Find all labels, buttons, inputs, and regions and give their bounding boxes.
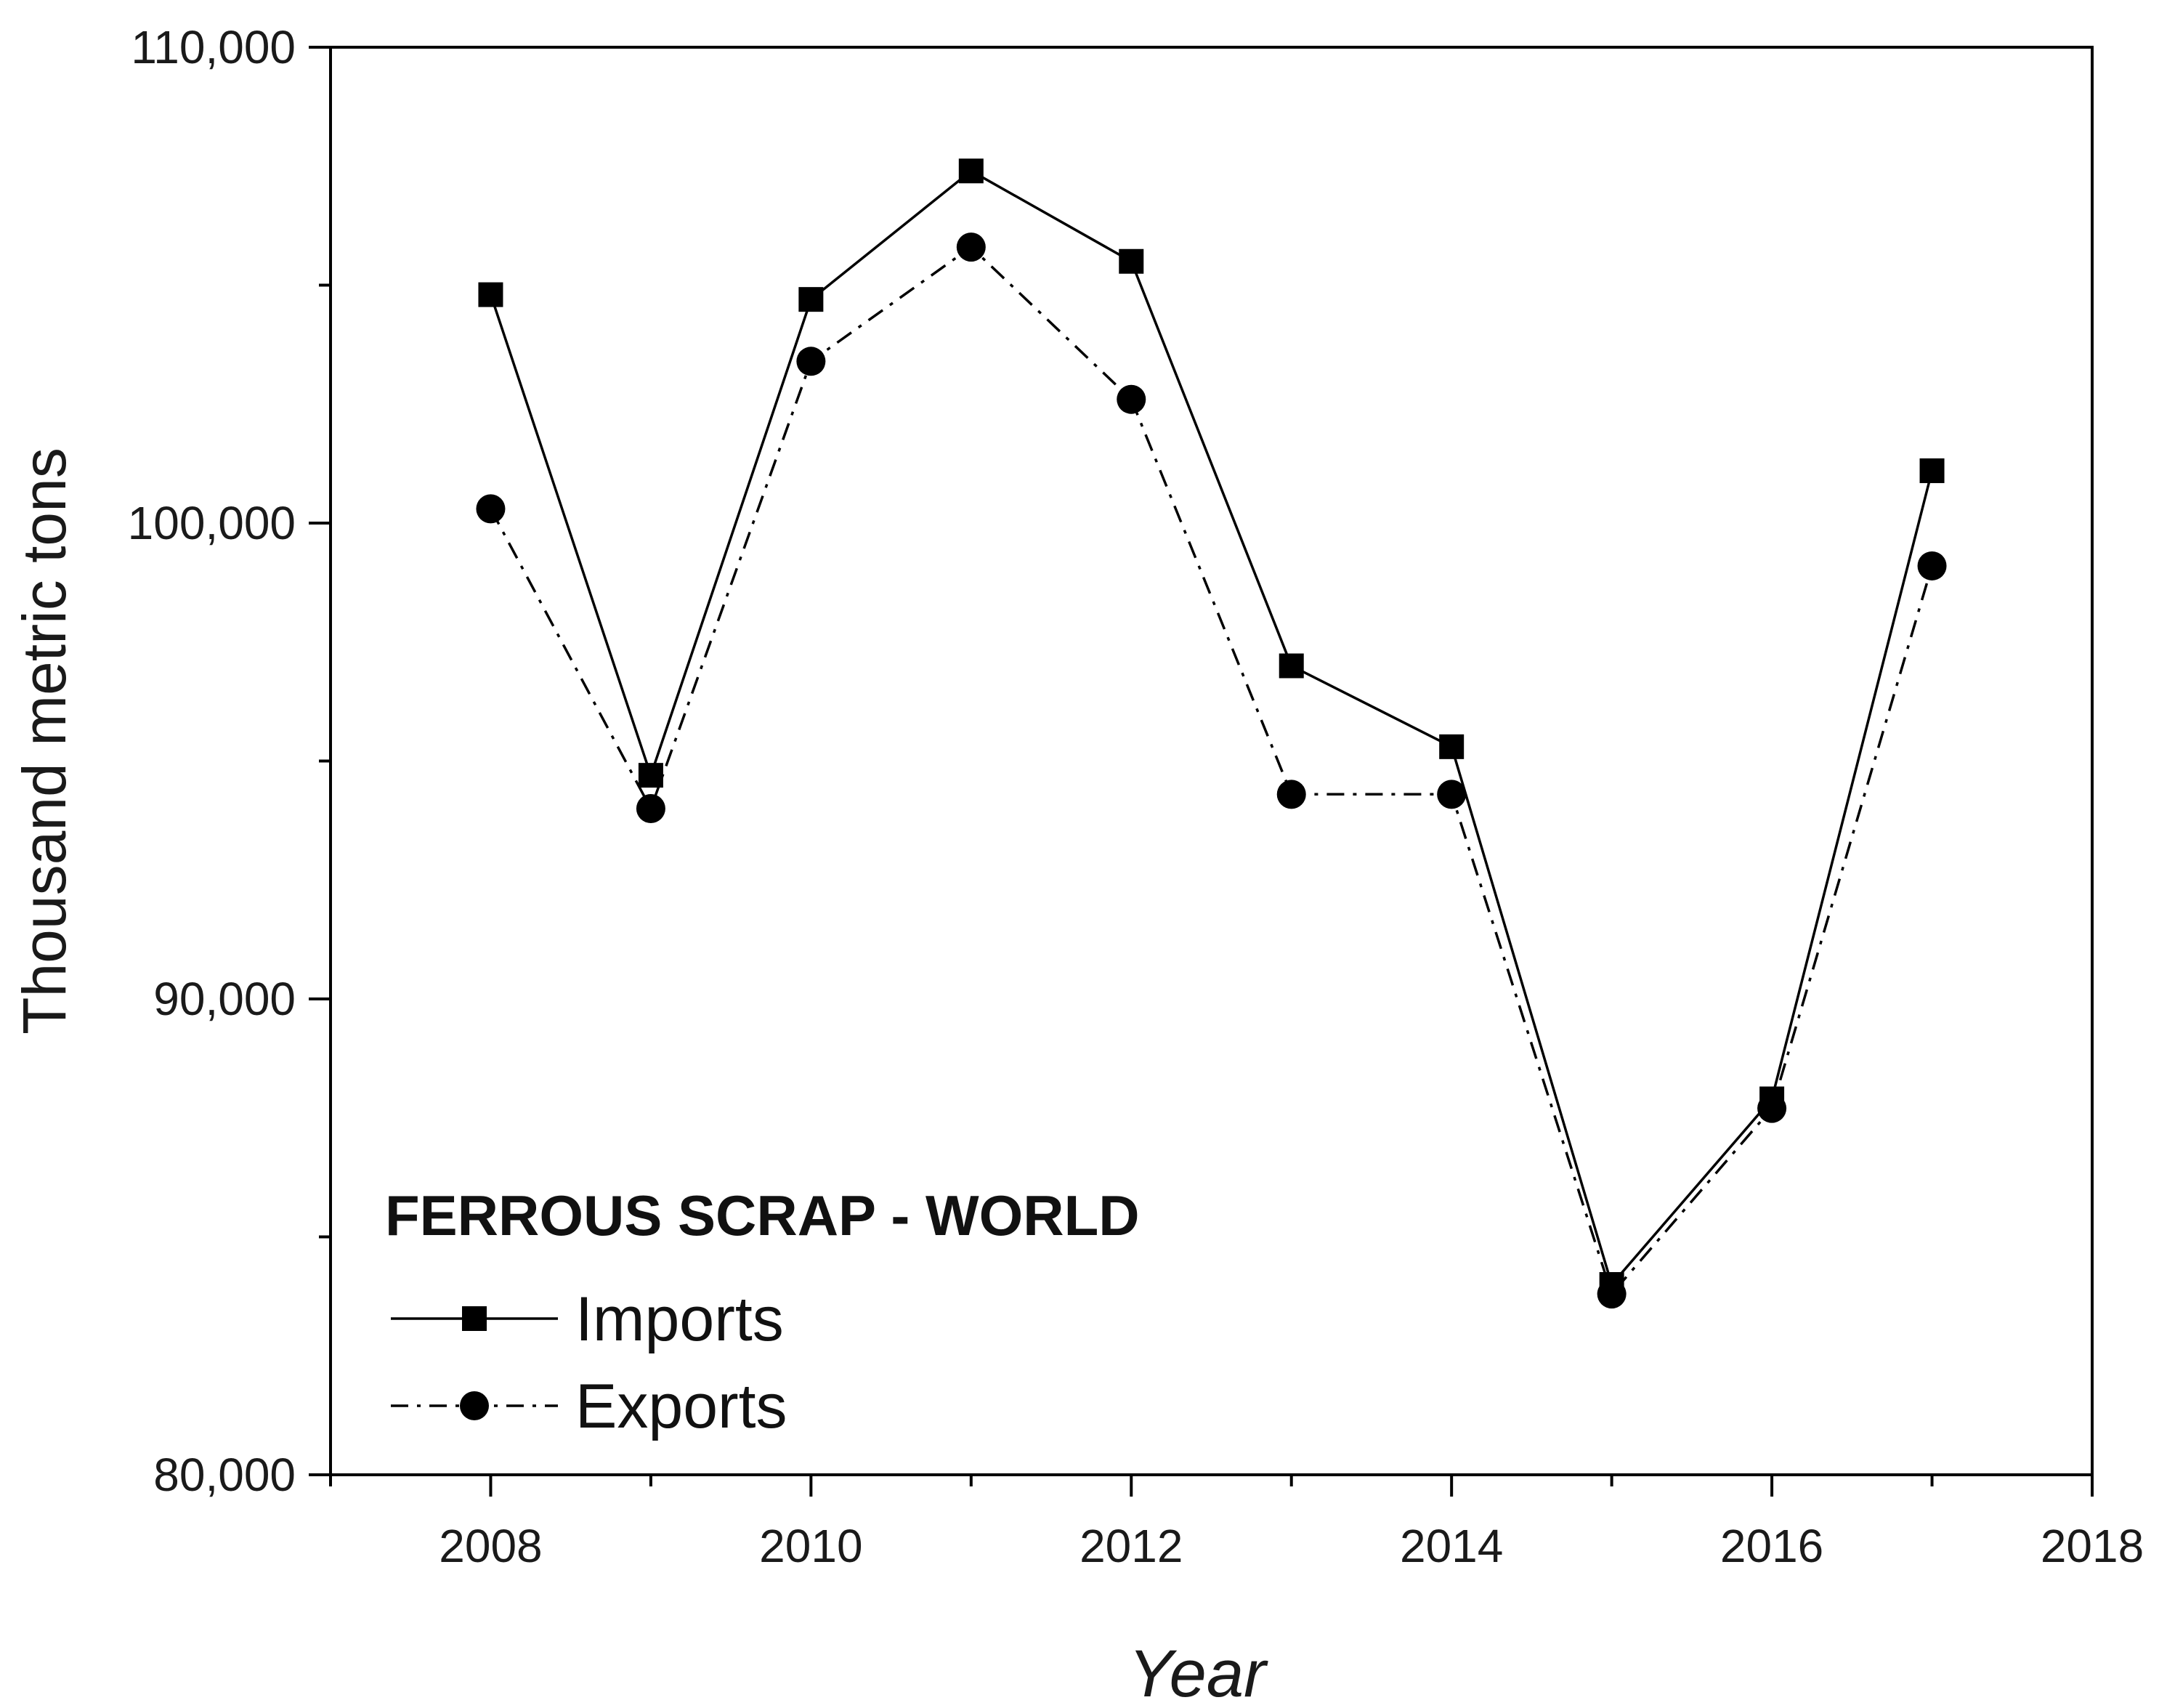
data-point-exports bbox=[1757, 1093, 1787, 1123]
data-point-exports bbox=[1276, 780, 1306, 809]
series-line-exports bbox=[489, 246, 1934, 1295]
axes: 2008 2010 2012 2014 2016 2018 80,000 90,000 100,… bbox=[128, 21, 2144, 1572]
x-tick-label: 2016 bbox=[1720, 1520, 1823, 1572]
y-tick-label: 80,000 bbox=[153, 1449, 296, 1501]
y-tick-label: 90,000 bbox=[153, 973, 296, 1025]
data-point-exports bbox=[1117, 384, 1146, 414]
data-point-imports bbox=[958, 158, 984, 184]
data-point-imports bbox=[638, 763, 663, 788]
data-point-exports bbox=[636, 794, 665, 823]
legend: FERROUS SCRAP - WORLD Imports Exports bbox=[385, 1183, 1140, 1441]
series-markers bbox=[476, 158, 1947, 1309]
data-point-imports bbox=[1919, 458, 1945, 483]
x-tick-label: 2008 bbox=[439, 1520, 542, 1572]
data-point-imports bbox=[1279, 653, 1304, 679]
y-axis-title: Thousand metric tons bbox=[10, 448, 78, 1035]
data-point-exports bbox=[796, 347, 826, 376]
legend-item-exports: Exports bbox=[391, 1372, 787, 1441]
series-lines bbox=[489, 169, 1934, 1295]
legend-label: Imports bbox=[575, 1284, 784, 1354]
x-axis-title: Year bbox=[1128, 1637, 1268, 1708]
legend-swatch-marker bbox=[462, 1306, 487, 1331]
series-line-imports bbox=[489, 169, 1934, 1286]
data-point-exports bbox=[476, 494, 506, 524]
legend-label: Exports bbox=[575, 1372, 787, 1441]
y-tick-label: 110,000 bbox=[131, 21, 296, 73]
data-point-exports bbox=[1437, 780, 1467, 809]
data-point-exports bbox=[1917, 551, 1947, 580]
data-point-imports bbox=[798, 287, 824, 312]
y-tick-label: 100,000 bbox=[128, 497, 296, 549]
data-point-imports bbox=[1439, 734, 1465, 759]
plot-frame bbox=[329, 46, 2094, 1476]
legend-items: Imports Exports bbox=[391, 1284, 787, 1441]
data-point-exports bbox=[1597, 1279, 1627, 1309]
data-point-imports bbox=[478, 282, 503, 307]
data-point-imports bbox=[1119, 248, 1144, 274]
x-tick-label: 2012 bbox=[1080, 1520, 1183, 1572]
x-tick-label: 2014 bbox=[1400, 1520, 1503, 1572]
x-tick-label: 2018 bbox=[2041, 1520, 2144, 1572]
legend-title: FERROUS SCRAP - WORLD bbox=[385, 1183, 1140, 1247]
data-point-exports bbox=[956, 232, 986, 262]
legend-swatch-marker bbox=[460, 1391, 489, 1420]
x-tick-label: 2010 bbox=[759, 1520, 862, 1572]
legend-item-imports: Imports bbox=[391, 1284, 784, 1354]
